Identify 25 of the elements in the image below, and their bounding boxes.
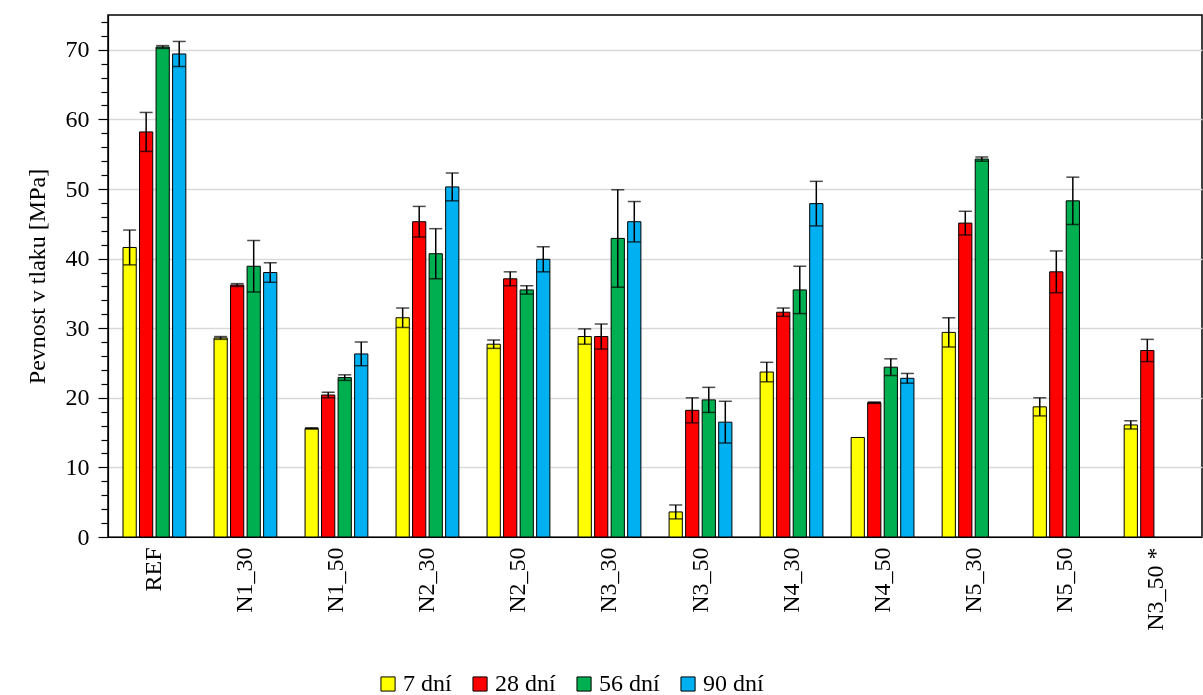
x-tick-label: N3_30 <box>595 547 622 613</box>
x-tick-label: REF <box>140 547 167 592</box>
y-tick-label: 30 <box>65 314 90 341</box>
y-axis-title: Pevnost v tlaku [MPa] <box>23 168 50 385</box>
x-tick-label: N1_50 <box>322 547 349 613</box>
y-tick-label: 50 <box>65 175 90 202</box>
y-tick-label: 0 <box>77 523 90 550</box>
x-tick-label: N2_30 <box>413 547 440 613</box>
x-tick-label: N3_50 <box>686 547 713 613</box>
x-tick-label: N1_30 <box>231 547 258 613</box>
x-tick-label: N4_50 <box>868 547 895 613</box>
legend-label: 56 dní <box>599 670 661 695</box>
x-tick-label: N5_50 <box>1050 547 1077 613</box>
y-tick-label: 20 <box>65 384 90 411</box>
y-tick-label: 70 <box>65 36 90 63</box>
x-tick-label: N4_30 <box>777 547 804 613</box>
y-tick-label: 10 <box>65 453 90 480</box>
y-tick-label: 60 <box>65 105 90 132</box>
legend-label: 90 dní <box>703 670 765 695</box>
x-tick-label: N5_30 <box>959 547 986 613</box>
x-tick-label: N2_50 <box>504 547 531 613</box>
x-tick-label: N3_50 * <box>1141 547 1168 631</box>
legend-label: 28 dní <box>495 670 557 695</box>
legend-label: 7 dní <box>403 670 453 695</box>
y-tick-label: 40 <box>65 245 90 272</box>
